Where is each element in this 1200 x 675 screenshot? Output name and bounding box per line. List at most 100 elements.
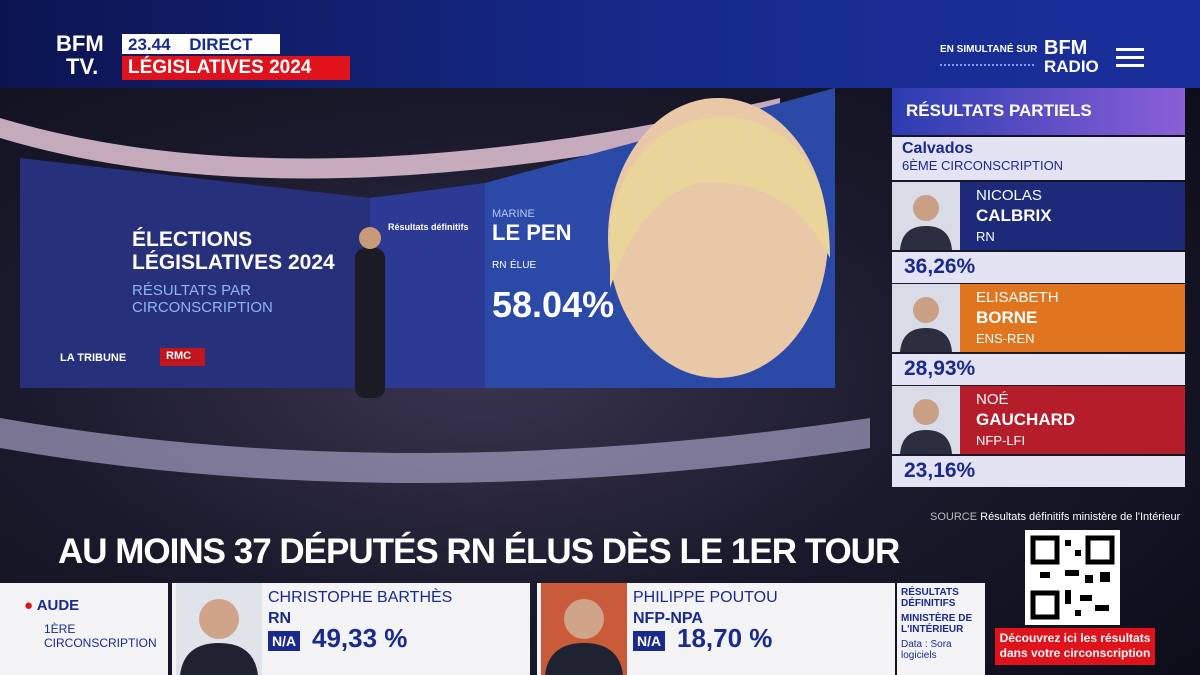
- silhouette: [900, 195, 952, 250]
- light-arc: [0, 98, 780, 179]
- menu-button[interactable]: [1116, 46, 1144, 68]
- head: [913, 399, 939, 425]
- candidate-photo: [892, 284, 960, 352]
- show-label: LÉGISLATIVES 2024: [122, 56, 350, 80]
- qr-finder: [1085, 535, 1115, 565]
- rmc-logo: [160, 348, 205, 366]
- last-name: GAUCHARD: [976, 410, 1076, 429]
- body: [180, 643, 258, 675]
- studio-backdrop: [0, 88, 870, 483]
- score: 18,70 %: [677, 623, 773, 653]
- body: [900, 226, 952, 250]
- silhouette: [545, 599, 623, 675]
- party: RN: [976, 229, 995, 244]
- district-box: Calvados 6ÈME CIRCONSCRIPTION: [892, 137, 1185, 180]
- ticker-candidate: PHILIPPE POUTOU NFP-NPA N/A 18,70 %: [537, 583, 895, 675]
- partner-logo: LA TRIBUNE: [60, 352, 127, 364]
- menu-bar: [1116, 48, 1144, 51]
- candidate-card: NOÉ GAUCHARD NFP-LFI: [892, 386, 1185, 454]
- first-name: NICOLAS: [976, 187, 1042, 204]
- candidate-name: PHILIPPE POUTOU: [633, 589, 778, 606]
- portrait-hair: [610, 117, 830, 289]
- candidate-photo: [892, 182, 960, 250]
- silhouette: [900, 399, 952, 454]
- source-text: Résultats définitifs ministère de l'Inté…: [980, 511, 1181, 523]
- pin-icon: ●: [24, 597, 34, 614]
- simulcast-label: EN SIMULTANÉ SUR: [940, 44, 1038, 55]
- presenter: [355, 248, 385, 398]
- department: AUDE: [36, 597, 80, 614]
- last-name: BORNE: [976, 308, 1038, 327]
- headline: AU MOINS 37 DÉPUTÉS RN ÉLUS DÈS LE 1ER T…: [58, 532, 900, 571]
- screen-party: RN: [492, 260, 507, 271]
- head: [199, 599, 239, 639]
- qr-finder: [1030, 535, 1060, 565]
- time: 23.44: [128, 35, 171, 54]
- ticker-location: ● AUDE 1ÈRE CIRCONSCRIPTION: [0, 583, 168, 675]
- first-name: ELISABETH: [976, 289, 1059, 306]
- panel-title: RÉSULTATS PARTIELS: [892, 88, 1185, 135]
- screen-status: ÉLUE: [510, 260, 537, 271]
- party: ENS-REN: [976, 331, 1035, 346]
- score: 23,16%: [892, 456, 1185, 487]
- ticker-candidate: CHRISTOPHE BARTHÈS RN N/A 49,33 %: [172, 583, 530, 675]
- district: 6ÈME CIRCONSCRIPTION: [902, 158, 1064, 173]
- party: NFP-NPA: [633, 610, 703, 627]
- candidate-photo: [541, 583, 627, 675]
- ticker-source: RÉSULTATS DÉFINITIFS MINISTÈRE DE L'INTÉ…: [897, 583, 985, 675]
- source-title: RÉSULTATS DÉFINITIFS: [901, 587, 959, 609]
- candidate-card: NICOLAS CALBRIX RN: [892, 182, 1185, 250]
- source: SOURCE Résultats définitifs ministère de…: [930, 511, 1180, 523]
- logo: BFM: [56, 31, 104, 56]
- stage-edge: [0, 418, 870, 483]
- qr-code[interactable]: [1025, 530, 1120, 625]
- screen-score: 58.04%: [492, 284, 615, 325]
- silhouette: [180, 599, 258, 675]
- live-label: DIRECT: [189, 35, 253, 54]
- score: 49,33 %: [312, 623, 408, 653]
- candidate-name: CHRISTOPHE BARTHÈS: [268, 589, 453, 606]
- score: 36,26%: [892, 252, 1185, 283]
- source: MINISTÈRE DE L'INTÉRIEUR: [901, 613, 973, 635]
- screen-first-name: MARINE: [492, 208, 535, 220]
- silhouette: [900, 297, 952, 352]
- logo: TV.: [66, 54, 99, 79]
- screen-last-name: LE PEN: [492, 220, 572, 245]
- status: N/A: [268, 631, 301, 651]
- candidate-photo: [892, 386, 960, 454]
- qr-modules: [1040, 540, 1110, 616]
- party: RN: [268, 610, 292, 627]
- menu-bar: [1116, 56, 1144, 59]
- score: 28,93%: [892, 354, 1185, 385]
- source-label: SOURCE: [930, 511, 978, 523]
- audio-wave: [940, 64, 1035, 66]
- party: NFP-LFI: [976, 433, 1026, 448]
- menu-bar: [1116, 64, 1144, 67]
- video-wall-middle: [370, 183, 485, 388]
- district: 1ÈRE CIRCONSCRIPTION: [44, 622, 157, 650]
- department: Calvados: [902, 140, 974, 157]
- studio-title: ÉLECTIONS LÉGISLATIVES 2024: [132, 228, 335, 274]
- radio-logo: RADIO: [1044, 57, 1099, 76]
- radio-logo: BFM: [1044, 37, 1088, 59]
- body: [900, 328, 952, 352]
- last-name: CALBRIX: [976, 206, 1052, 225]
- cta-button[interactable]: Découvrez ici les résultats dans votre c…: [995, 628, 1155, 665]
- video-wall-left: [20, 158, 370, 388]
- head: [913, 297, 939, 323]
- body: [900, 430, 952, 454]
- time-label: 23.44 DIRECT: [122, 34, 280, 54]
- body: [545, 643, 623, 675]
- data-credit: Data : Sora logiciels: [901, 639, 952, 661]
- candidate-card: ELISABETH BORNE ENS-REN: [892, 284, 1185, 352]
- head: [913, 195, 939, 221]
- candidate-photo: [176, 583, 262, 675]
- ticker-department: ● AUDE: [24, 597, 168, 614]
- presenter-head: [359, 227, 381, 249]
- head: [564, 599, 604, 639]
- studio-subtitle: RÉSULTATS PAR CIRCONSCRIPTION: [132, 282, 273, 316]
- qr-finder: [1030, 590, 1060, 620]
- first-name: NOÉ: [976, 391, 1009, 408]
- status: N/A: [633, 631, 666, 651]
